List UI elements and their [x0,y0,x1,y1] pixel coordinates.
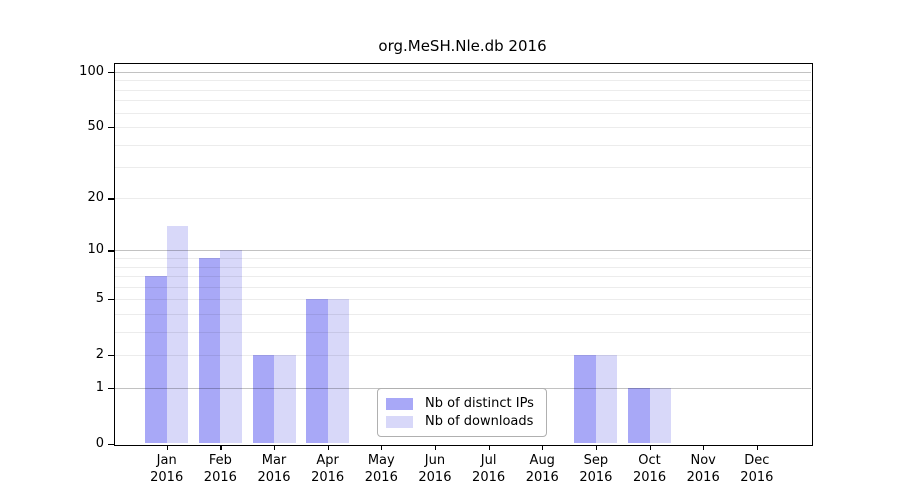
x-axis-tick-label: Apr 2016 [311,452,345,485]
y-axis-tick [108,299,114,301]
gridline-minor [114,266,811,268]
x-axis-tick-label: Aug 2016 [525,452,559,485]
x-axis-tick-label: Jul 2016 [472,452,506,485]
gridline-minor [114,126,811,128]
x-axis-tick [220,444,222,450]
gridline-minor [114,331,811,333]
chart-title: org.MeSH.Nle.db 2016 [378,37,547,55]
gridline-minor [114,144,811,146]
gridline-minor [114,89,811,91]
y-axis-tick-label: 1 [95,379,104,395]
x-axis-tick-label: Dec 2016 [740,452,774,485]
bar-nb-of-distinct-ips-2 [252,355,274,444]
bar-nb-of-distinct-ips-0 [145,276,167,444]
gridline-minor [114,276,811,278]
x-axis-tick [327,444,329,450]
x-axis-tick [649,444,651,450]
y-axis-tick [108,355,114,357]
x-axis-tick-label: Nov 2016 [686,452,720,485]
gridline-minor [114,258,811,260]
y-axis-tick-label: 5 [95,291,104,307]
y-axis-tick [108,443,114,445]
bar-nb-of-distinct-ips-3 [306,299,328,444]
bar-nb-of-downloads-8 [595,355,618,444]
gridline-major [114,250,811,252]
bar-nb-of-distinct-ips-9 [628,387,650,444]
y-axis-tick [108,126,114,129]
y-axis-tick-label: 10 [87,242,104,258]
legend-item-downloads: Nb of downloads [386,414,546,429]
bar-nb-of-downloads-2 [274,355,296,444]
x-axis-tick [381,444,383,450]
x-axis-tick-label: Sep 2016 [579,452,613,485]
x-axis-tick [274,444,276,450]
gridline-minor [114,355,811,357]
y-axis-tick [108,71,114,74]
gridline-minor [114,198,811,200]
y-axis-tick-label: 100 [79,63,104,79]
bar-nb-of-downloads-0 [166,225,189,444]
legend: Nb of distinct IPs Nb of downloads [377,388,547,437]
y-axis-tick-label: 0 [95,435,104,451]
bar-nb-of-downloads-3 [327,299,350,444]
x-axis-tick-label: Mar 2016 [257,452,291,485]
gridline-minor [114,299,811,301]
gridline-minor [114,112,811,114]
x-axis-tick [703,444,705,450]
legend-label-distinct-ips: Nb of distinct IPs [425,396,534,411]
x-axis-tick [756,444,759,450]
gridline-minor [114,167,811,169]
legend-item-distinct-ips: Nb of distinct IPs [386,396,546,411]
y-axis-tick [108,198,114,200]
y-axis-tick [108,387,114,389]
bar-nb-of-distinct-ips-1 [198,258,221,444]
x-axis-tick-label: Jun 2016 [418,452,452,485]
gridline-minor [114,100,811,102]
legend-label-downloads: Nb of downloads [425,414,534,429]
legend-swatch-downloads-icon [386,415,413,428]
y-axis-tick-label: 50 [87,118,104,134]
x-axis-tick-label: Oct 2016 [633,452,667,485]
bar-nb-of-distinct-ips-8 [574,355,596,444]
gridline-major [114,71,811,73]
x-axis-tick [166,444,168,450]
x-axis-tick [434,444,437,450]
gridline-minor [114,80,811,82]
gridline-minor [114,313,811,315]
x-axis-tick-label: Jan 2016 [150,452,184,485]
y-axis-tick-label: 20 [87,190,104,206]
gridline-minor [114,286,811,288]
x-axis-tick-label: Feb 2016 [203,452,237,485]
bar-nb-of-downloads-1 [220,250,242,444]
legend-swatch-distinct-ips-icon [386,397,413,410]
x-axis-tick [595,444,598,450]
y-axis-tick-label: 2 [95,347,104,363]
x-axis-tick [488,444,490,450]
bar-nb-of-downloads-9 [649,387,672,444]
x-axis-tick-label: May 2016 [364,452,398,485]
x-axis-tick [542,444,544,450]
y-axis-tick [108,250,114,252]
